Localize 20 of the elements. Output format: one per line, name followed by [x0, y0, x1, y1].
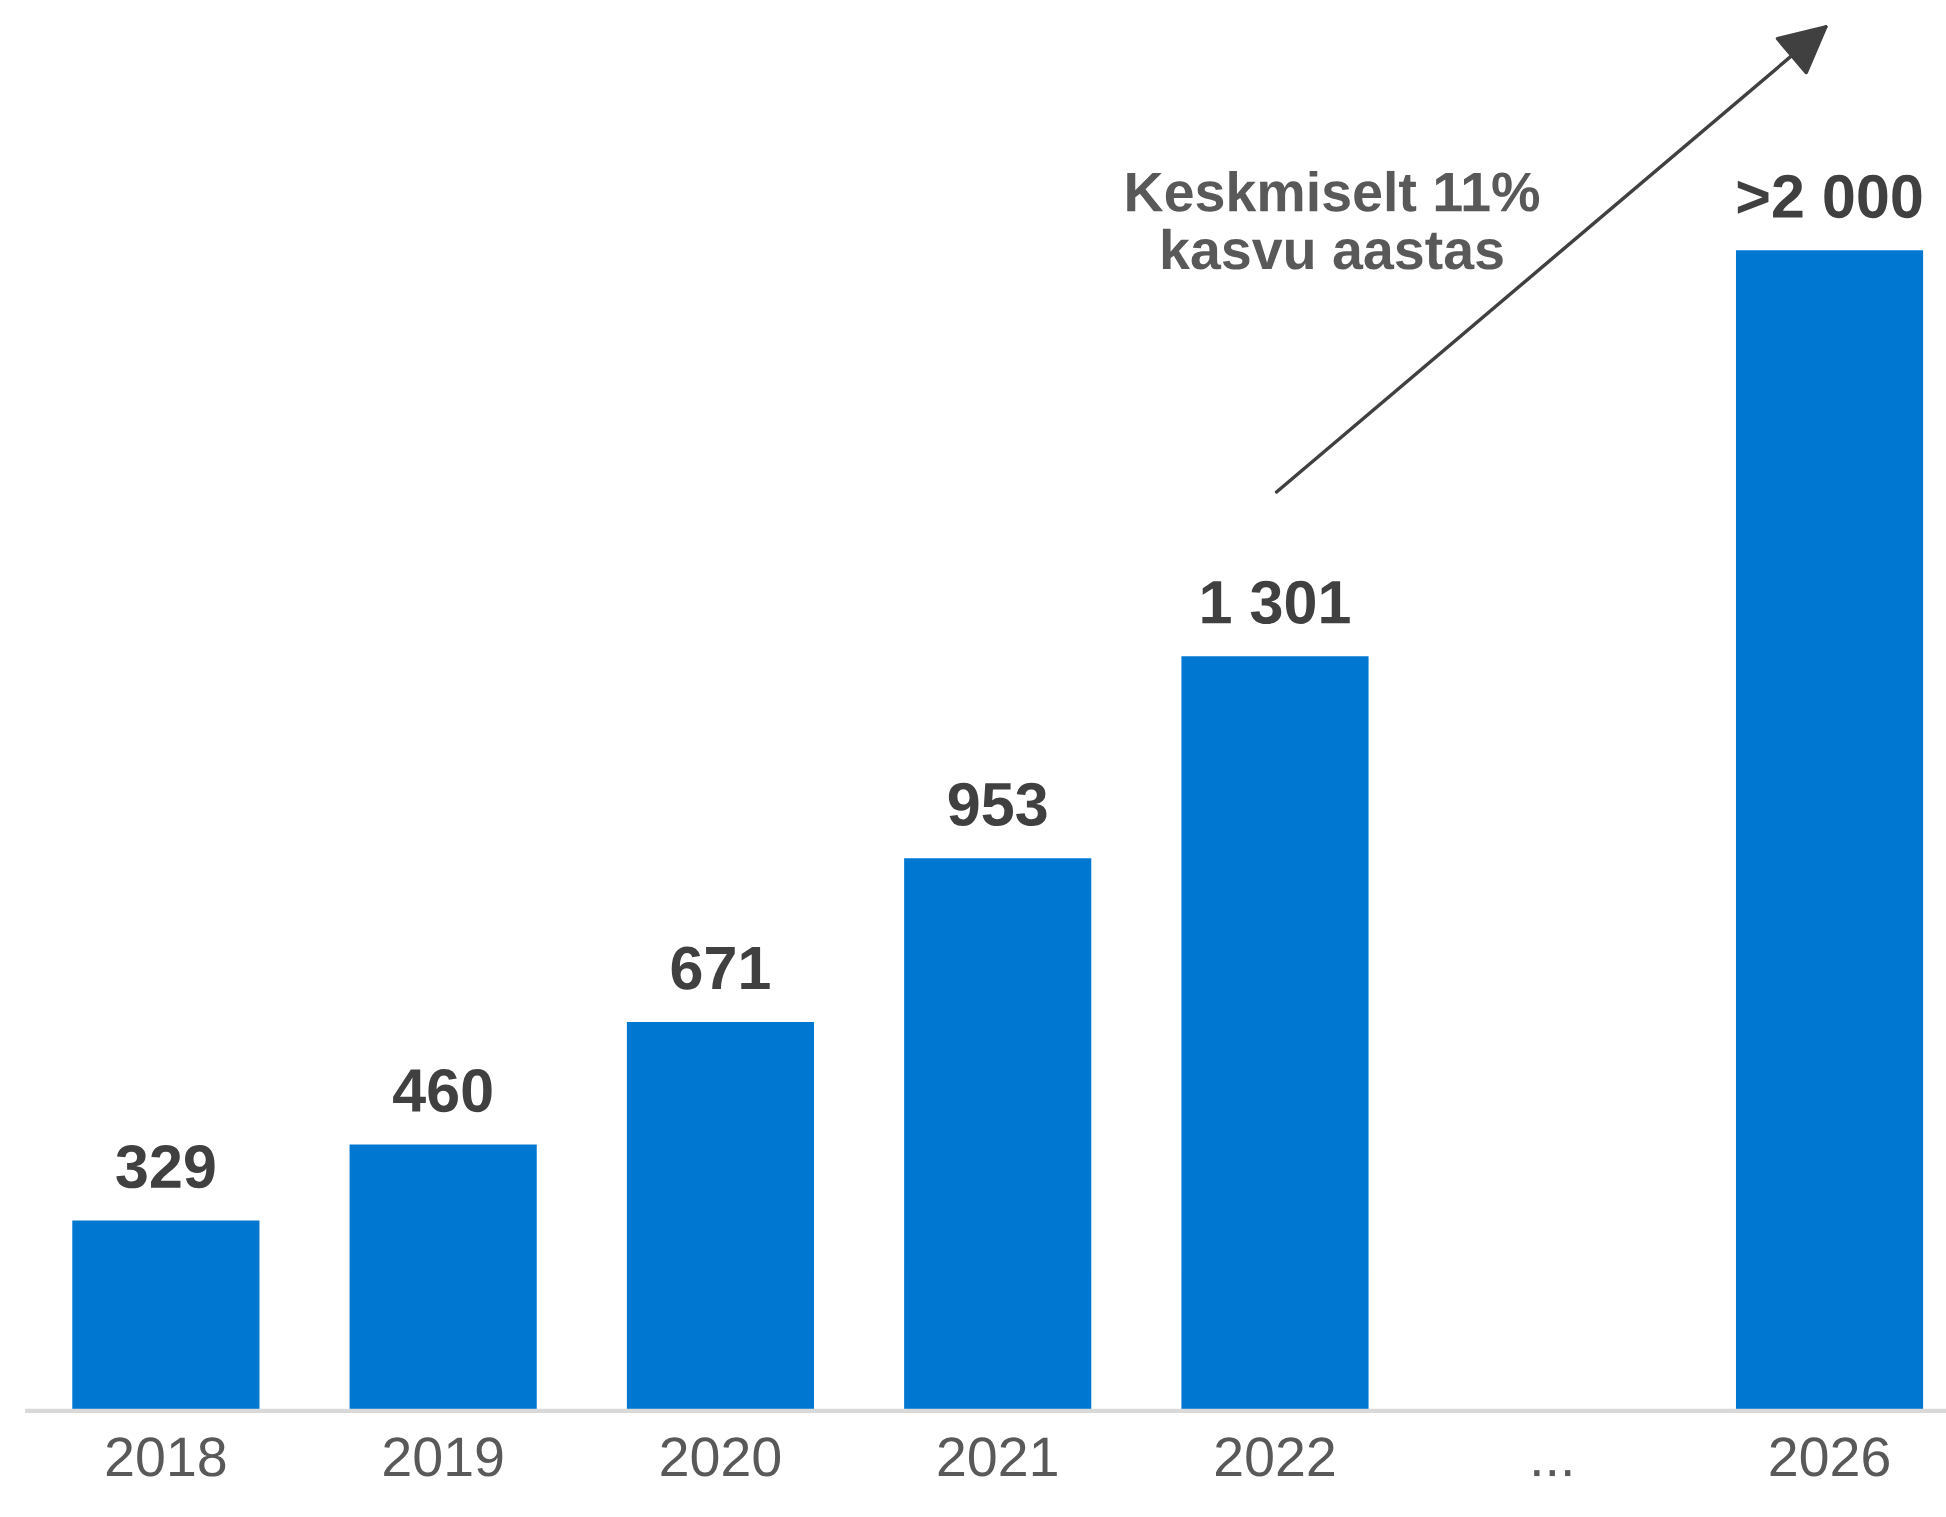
bar [70, 1219, 261, 1411]
data-label: 329 [116, 1145, 215, 1189]
bar [902, 856, 1093, 1411]
x-tick-label: 2018 [106, 1437, 226, 1477]
data-label: >2 000 [1737, 174, 1922, 219]
x-tick-label: 2019 [384, 1437, 503, 1477]
bar [348, 1143, 539, 1411]
bar [625, 1020, 816, 1411]
bar [1734, 248, 1925, 1411]
data-label: 953 [948, 782, 1047, 827]
annotation: Keskmiselt 11% kasvu aastas [1127, 170, 1540, 270]
bar [1180, 654, 1370, 1411]
x-tick-label: 2021 [938, 1437, 1057, 1477]
data-label: 671 [671, 946, 770, 990]
data-label: 1 301 [1202, 580, 1350, 625]
x-tick-label: 2020 [661, 1437, 781, 1477]
data-label: 460 [393, 1068, 492, 1113]
x-tick-label: 2026 [1770, 1437, 1889, 1477]
x-tick-label: ... [1534, 1470, 1571, 1477]
x-tick-label: 2022 [1216, 1437, 1334, 1477]
